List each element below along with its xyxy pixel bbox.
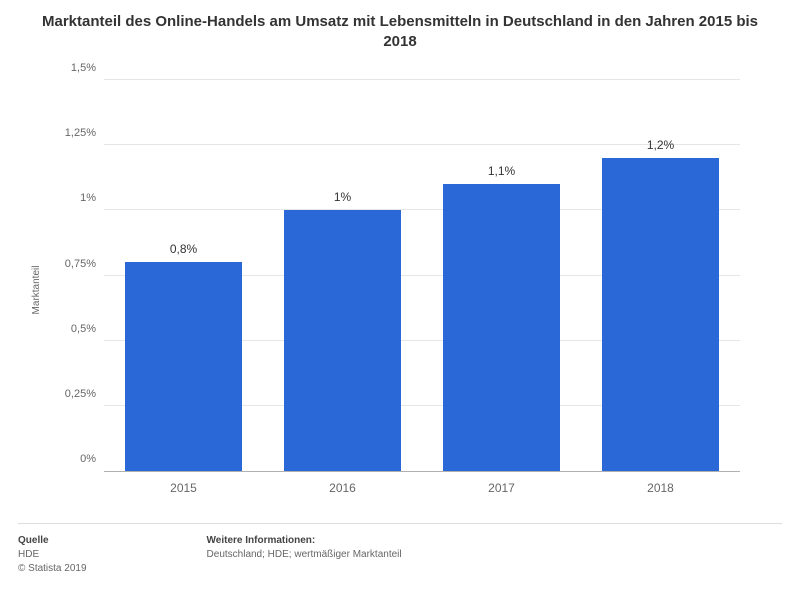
info-line: Deutschland; HDE; wertmäßiger Marktantei… [207, 549, 402, 560]
bar-slot: 0,8%2015 [104, 80, 263, 471]
plot-area: 0%0,25%0,5%0,75%1%1,25%1,5%0,8%20151%201… [104, 80, 740, 472]
bar-slot: 1,2%2018 [581, 80, 740, 471]
chart-area: Marktanteil 0%0,25%0,5%0,75%1%1,25%1,5%0… [60, 80, 760, 500]
ytick-label: 1,5% [71, 62, 104, 74]
bar-value-label: 1% [334, 190, 351, 204]
bar-value-label: 1,2% [647, 138, 674, 152]
xtick-label: 2017 [488, 481, 515, 495]
bar: 0,8% [125, 262, 243, 471]
xtick-label: 2016 [329, 481, 356, 495]
ytick-label: 0,5% [71, 323, 104, 335]
ytick-label: 0% [80, 453, 104, 465]
ytick-label: 1,25% [65, 127, 104, 139]
bar: 1% [284, 210, 402, 471]
bar-value-label: 0,8% [170, 242, 197, 256]
xtick-label: 2015 [170, 481, 197, 495]
bar: 1,2% [602, 158, 720, 471]
footer-source: Quelle HDE © Statista 2019 [18, 534, 87, 576]
chart-footer: Quelle HDE © Statista 2019 Weitere Infor… [18, 523, 782, 576]
ytick-label: 0,75% [65, 258, 104, 270]
ytick-label: 1% [80, 192, 104, 204]
chart-title: Marktanteil des Online-Handels am Umsatz… [0, 0, 800, 61]
source-line2: © Statista 2019 [18, 563, 87, 574]
source-heading: Quelle [18, 535, 49, 546]
ytick-label: 0,25% [65, 388, 104, 400]
y-axis-label: Marktanteil [31, 266, 42, 315]
bar-value-label: 1,1% [488, 164, 515, 178]
bar-slot: 1%2016 [263, 80, 422, 471]
bars-container: 0,8%20151%20161,1%20171,2%2018 [104, 80, 740, 471]
footer-info: Weitere Informationen: Deutschland; HDE;… [207, 534, 402, 576]
xtick-label: 2018 [647, 481, 674, 495]
source-line1: HDE [18, 549, 39, 560]
bar-slot: 1,1%2017 [422, 80, 581, 471]
bar: 1,1% [443, 184, 561, 471]
info-heading: Weitere Informationen: [207, 535, 316, 546]
